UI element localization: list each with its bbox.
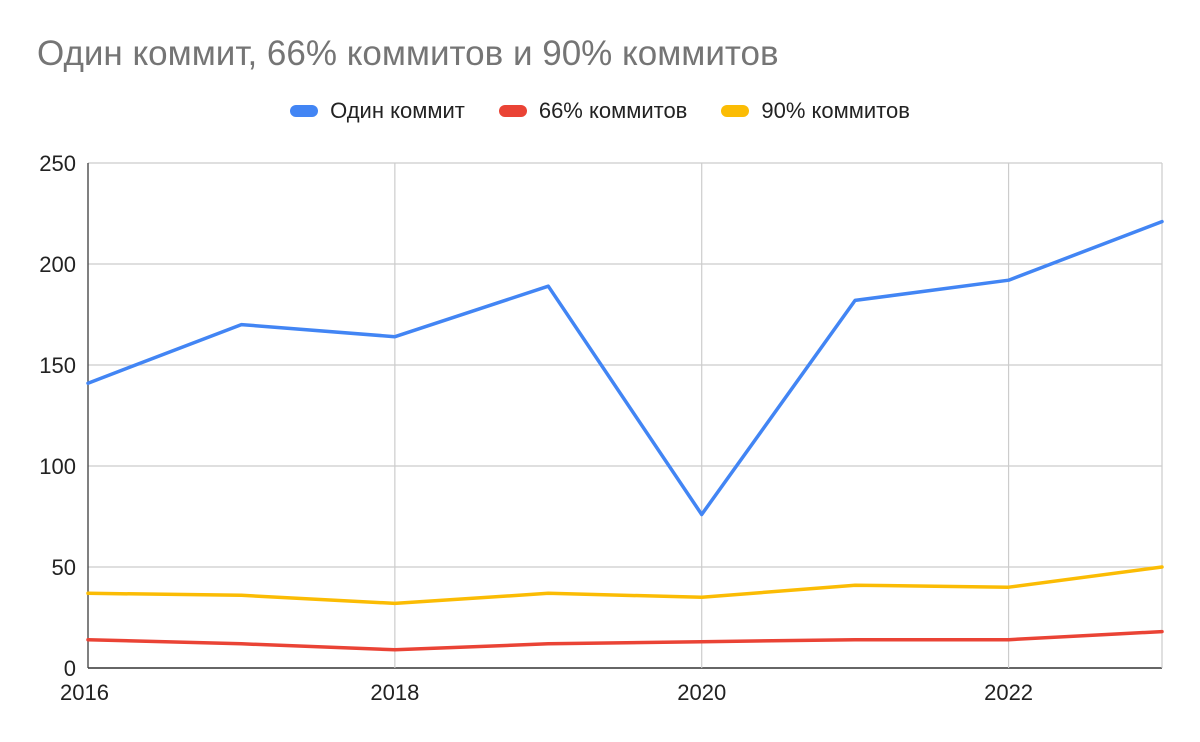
y-tick-label: 150 — [39, 353, 76, 378]
legend-swatch-series-1 — [498, 105, 527, 117]
x-tick-label: 2018 — [370, 680, 419, 705]
series-line-1 — [86, 629, 1164, 652]
y-tick-label: 200 — [39, 252, 76, 277]
legend-swatch-series-2 — [721, 105, 750, 117]
y-tick-label: 250 — [39, 151, 76, 176]
y-tick-label: 0 — [64, 656, 76, 681]
legend-label-series-1: 66% коммитов — [538, 98, 688, 123]
legend-swatch-series-0 — [290, 105, 319, 117]
x-tick-label: 2016 — [60, 680, 109, 705]
legend-item-series-1[interactable]: 66% коммитов — [498, 98, 688, 124]
legend-item-series-2[interactable]: 90% коммитов — [721, 98, 910, 124]
series-line-2 — [86, 565, 1164, 606]
legend-item-series-0[interactable]: Один коммит — [290, 98, 465, 124]
legend-label-series-2: 90% коммитов — [761, 98, 910, 123]
x-tick-label: 2020 — [677, 680, 726, 705]
legend-label-series-0: Один коммит — [330, 98, 465, 123]
y-tick-label: 100 — [39, 454, 76, 479]
legend: Один коммит 66% коммитов 90% коммитов — [0, 98, 1200, 124]
chart-title: Один коммит, 66% коммитов и 90% коммитов — [37, 34, 779, 73]
series-line-0 — [86, 219, 1164, 517]
y-tick-label: 50 — [52, 555, 76, 580]
x-tick-label: 2022 — [984, 680, 1033, 705]
